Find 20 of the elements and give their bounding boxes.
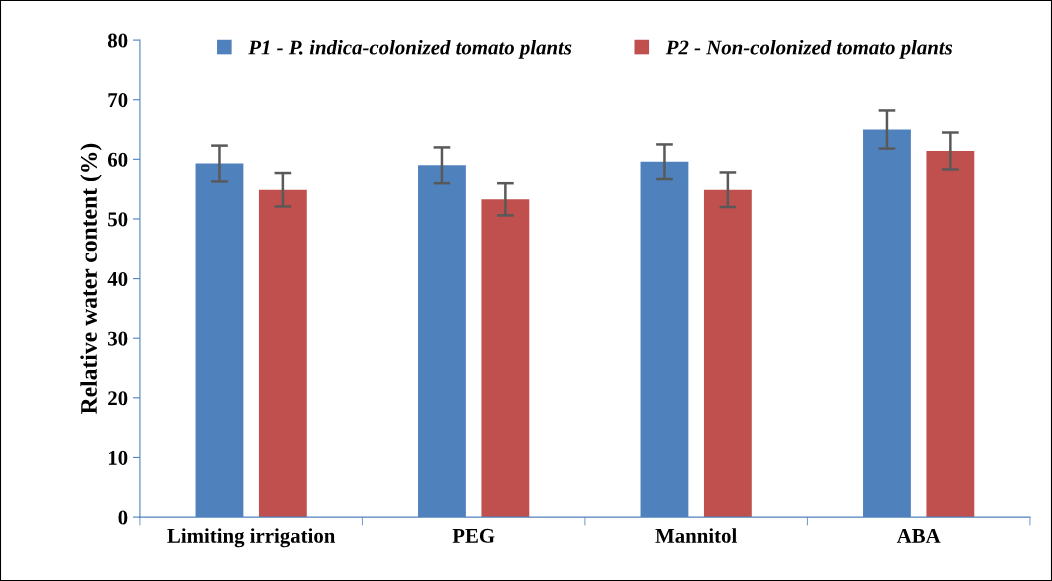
y-tick-label: 70 <box>108 93 128 108</box>
x-tick-label: Mannitol <box>655 528 737 543</box>
y-tick-label: 80 <box>107 33 128 48</box>
bar <box>258 189 307 518</box>
x-tick-label: PEG <box>452 528 495 543</box>
x-tick-label: Limiting irrigation <box>167 528 336 548</box>
y-tick-label: 60 <box>107 152 128 167</box>
y-tick-label: 20 <box>108 391 128 406</box>
x-tick-label: ABA <box>896 528 941 543</box>
y-tick-label: 30 <box>108 331 128 346</box>
y-tick-label: 0 <box>118 510 128 525</box>
bar <box>926 150 975 518</box>
y-axis-title: Relative water content (%) <box>80 143 102 415</box>
y-tick-label: 10 <box>108 450 128 465</box>
legend-label: P1 - P. indica-colonized tomato plants <box>248 39 572 59</box>
bar <box>703 189 752 518</box>
y-tick-label: 50 <box>108 212 128 227</box>
legend-label: P2 - Non-colonized tomato plants <box>665 39 953 59</box>
bar <box>481 199 530 518</box>
y-tick-label: 40 <box>107 271 128 287</box>
